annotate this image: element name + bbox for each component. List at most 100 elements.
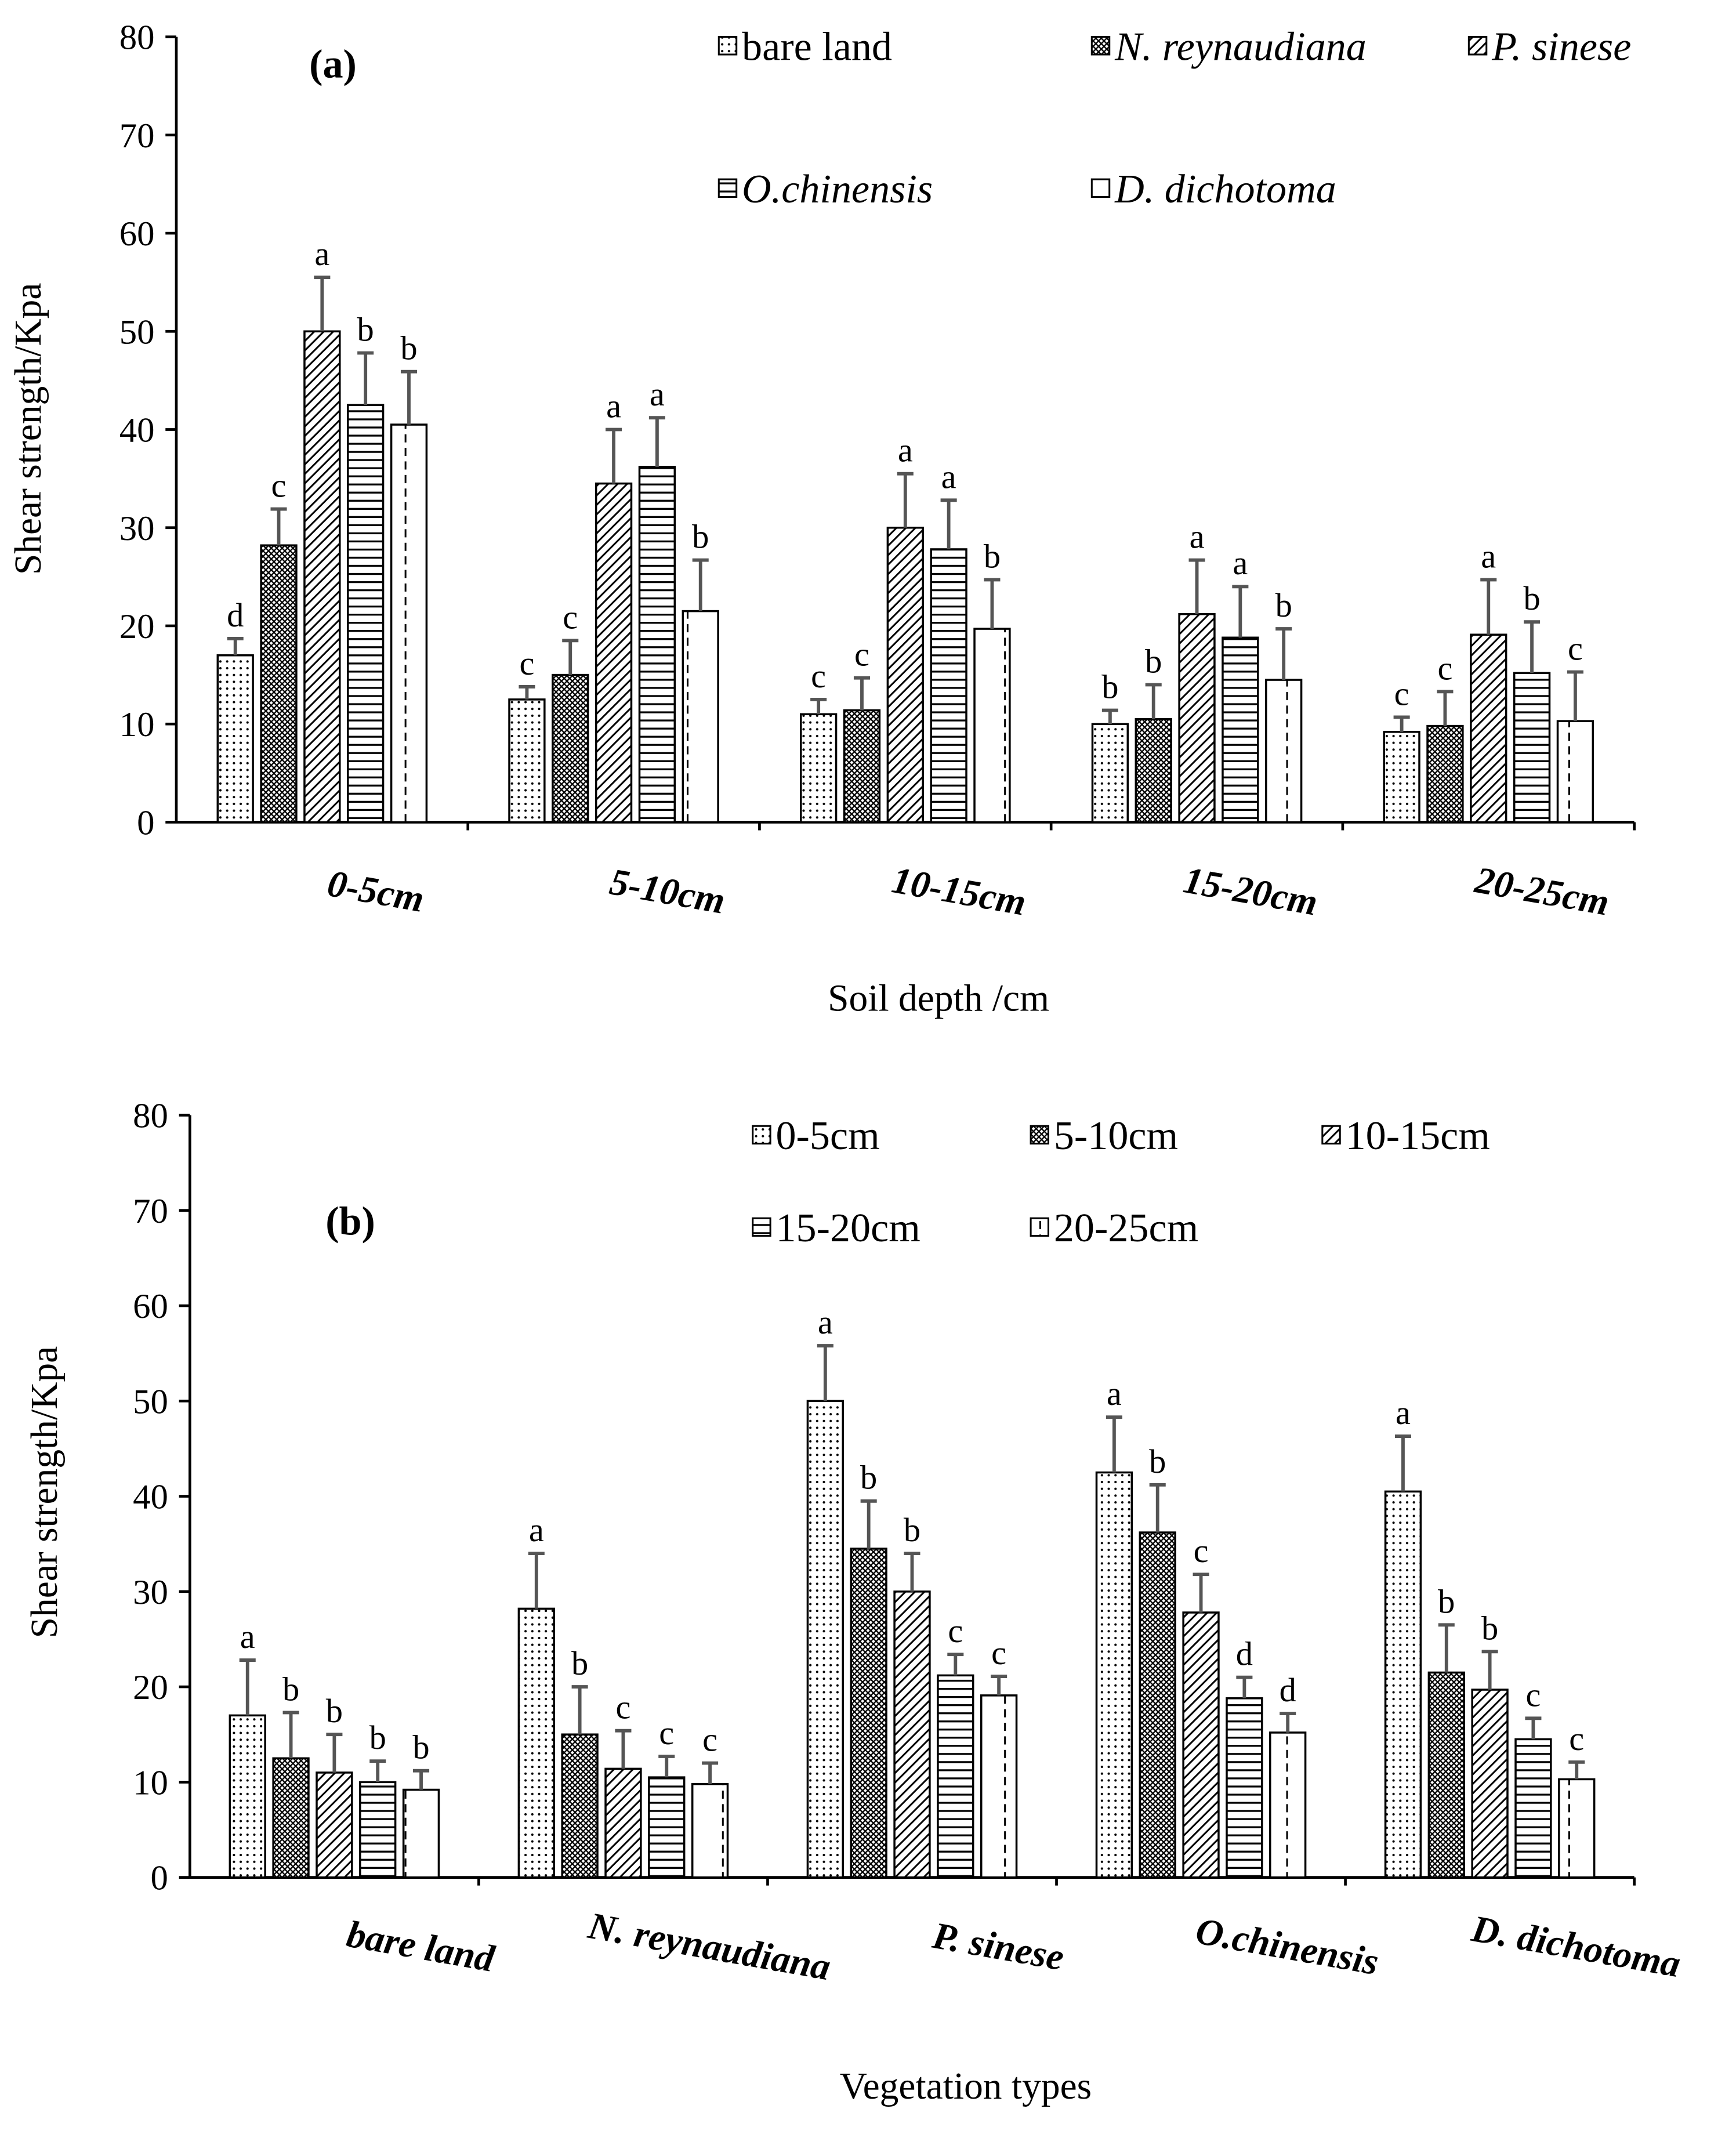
x-category-label: N. reynaudiana bbox=[585, 1905, 833, 1988]
bar bbox=[604, 1767, 642, 1879]
significance-letter: b bbox=[282, 1670, 299, 1708]
significance-letter: b bbox=[400, 329, 417, 367]
x-category-label: 10-15cm bbox=[889, 859, 1029, 923]
legend-swatch bbox=[1321, 1125, 1341, 1145]
significance-letter: c bbox=[659, 1714, 674, 1752]
bar bbox=[1226, 1697, 1263, 1879]
x-category-label: O.chinensis bbox=[1193, 1910, 1382, 1983]
bar bbox=[303, 330, 341, 824]
bar bbox=[1222, 636, 1259, 824]
significance-letter: b bbox=[1149, 1443, 1166, 1480]
significance-letter: a bbox=[606, 387, 621, 425]
significance-letter: b bbox=[369, 1719, 386, 1756]
chart-a: 0 10 20 30 40 50 60 70 80 (a) Soil depth /cm Shear … bbox=[8, 19, 1636, 1019]
significance-letter: a bbox=[1481, 537, 1496, 575]
x-category-label: 5-10cm bbox=[607, 861, 728, 922]
y-tick-label: 30 bbox=[133, 1573, 168, 1612]
bar bbox=[1178, 613, 1216, 824]
significance-letter: b bbox=[1101, 668, 1118, 705]
bar bbox=[1095, 1471, 1133, 1879]
x-category-label: P. sinese bbox=[929, 1915, 1067, 1979]
bar bbox=[1513, 672, 1551, 824]
legend-label: 5-10cm bbox=[1054, 1113, 1178, 1158]
bar bbox=[229, 1714, 266, 1879]
significance-letter: c bbox=[702, 1720, 717, 1758]
y-tick-label: 50 bbox=[119, 313, 155, 352]
x-category-label: 0-5cm bbox=[324, 863, 427, 921]
bar bbox=[691, 1782, 729, 1879]
bar bbox=[1470, 633, 1507, 824]
legend-swatch bbox=[752, 1217, 771, 1237]
bar bbox=[508, 698, 546, 824]
bar bbox=[980, 1694, 1018, 1879]
significance-letter: b bbox=[571, 1644, 588, 1682]
legend-swatch bbox=[717, 36, 738, 56]
legend-swatch bbox=[717, 178, 738, 198]
significance-letter: c bbox=[563, 598, 578, 636]
significance-letter: a bbox=[818, 1303, 833, 1341]
bar bbox=[1471, 1689, 1509, 1879]
bar bbox=[1091, 723, 1129, 824]
significance-letter: b bbox=[326, 1692, 343, 1730]
significance-letter: a bbox=[1190, 518, 1205, 556]
legend-label: N. reynaudiana bbox=[1114, 24, 1367, 69]
x-category-label: 15-20cm bbox=[1180, 859, 1321, 923]
legend-swatch bbox=[1467, 36, 1488, 56]
y-tick-label: 60 bbox=[119, 215, 155, 253]
legend-label: bare land bbox=[742, 24, 892, 69]
bar bbox=[561, 1733, 599, 1879]
bar bbox=[272, 1757, 310, 1879]
significance-letter: a bbox=[1107, 1375, 1122, 1412]
bar bbox=[1135, 718, 1172, 824]
bar bbox=[1269, 1731, 1307, 1879]
legend-swatch bbox=[752, 1125, 771, 1145]
bar bbox=[682, 610, 719, 824]
y-tick-label: 10 bbox=[119, 705, 155, 744]
significance-letter: b bbox=[692, 518, 709, 556]
y-axis-title: Shear strength/Kpa bbox=[8, 283, 49, 575]
y-tick-label: 80 bbox=[133, 1097, 168, 1136]
significance-letter: a bbox=[1233, 544, 1248, 582]
legend-swatch bbox=[1090, 36, 1111, 56]
significance-letter: d bbox=[1280, 1671, 1296, 1709]
significance-letter: c bbox=[1437, 649, 1452, 687]
legend-swatch bbox=[1030, 1217, 1050, 1237]
significance-letter: c bbox=[854, 636, 869, 673]
significance-letter: a bbox=[314, 235, 329, 273]
x-axis-title: Soil depth /cm bbox=[828, 977, 1049, 1019]
bar bbox=[1558, 1778, 1596, 1879]
bar bbox=[843, 709, 881, 824]
bar bbox=[347, 404, 385, 824]
significance-letter: d bbox=[227, 596, 244, 634]
bar bbox=[648, 1776, 686, 1879]
bar bbox=[216, 654, 254, 824]
bar bbox=[806, 1400, 844, 1879]
y-tick-label: 80 bbox=[119, 19, 155, 57]
significance-letter: c bbox=[1569, 1720, 1584, 1758]
bar bbox=[1139, 1531, 1176, 1879]
significance-letter: a bbox=[941, 458, 956, 495]
significance-letter: d bbox=[1236, 1635, 1253, 1673]
significance-letter: c bbox=[811, 657, 826, 695]
significance-letter: b bbox=[1438, 1582, 1455, 1620]
y-tick-label: 20 bbox=[133, 1668, 168, 1707]
legend-label: O.chinensis bbox=[742, 166, 933, 212]
y-tick-label: 0 bbox=[137, 803, 154, 842]
significance-letter: b bbox=[984, 537, 1001, 575]
significance-letter: b bbox=[904, 1511, 920, 1549]
bar bbox=[886, 526, 924, 824]
significance-letter: c bbox=[991, 1634, 1006, 1672]
significance-letter: a bbox=[1396, 1394, 1411, 1432]
y-tick-label: 50 bbox=[133, 1382, 168, 1421]
bar bbox=[893, 1590, 931, 1879]
bar bbox=[1426, 724, 1464, 824]
y-tick-label: 30 bbox=[119, 509, 155, 548]
significance-letter: b bbox=[1481, 1609, 1498, 1647]
significance-letter: b bbox=[1145, 642, 1162, 680]
significance-letter: c bbox=[1194, 1532, 1209, 1570]
bar bbox=[937, 1674, 974, 1879]
y-tick-label: 20 bbox=[119, 607, 155, 646]
bar bbox=[800, 713, 838, 824]
bar bbox=[1556, 720, 1594, 824]
